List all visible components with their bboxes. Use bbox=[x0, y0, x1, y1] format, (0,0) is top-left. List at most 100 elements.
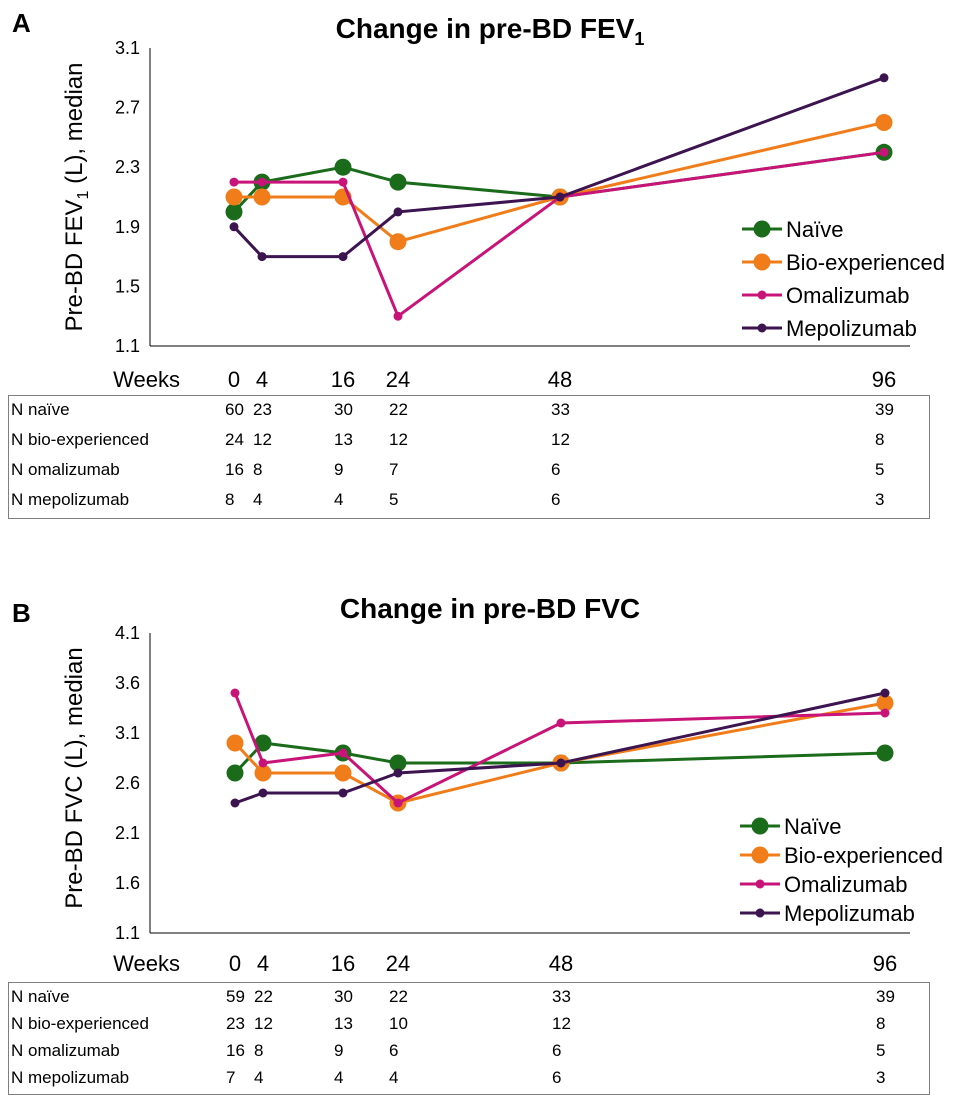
y-tick-label: 2.6 bbox=[115, 773, 140, 793]
n-table-cell: 10 bbox=[389, 1014, 408, 1033]
y-tick-label: 2.1 bbox=[115, 823, 140, 843]
legend-swatch-marker bbox=[751, 846, 769, 864]
data-point bbox=[229, 177, 239, 187]
n-table-cell: 8 bbox=[875, 430, 885, 449]
y-tick-label: 1.5 bbox=[115, 276, 140, 296]
legend-label: Naïve bbox=[784, 814, 841, 839]
data-point bbox=[258, 758, 268, 768]
y-tick-label: 2.3 bbox=[115, 157, 140, 177]
n-table-row-label: N mepolizumab bbox=[11, 490, 130, 509]
n-table-row-label: N mepolizumab bbox=[11, 1068, 130, 1087]
n-table-cell: 13 bbox=[334, 430, 353, 449]
n-table-cell: 22 bbox=[389, 987, 408, 1006]
y-tick-label: 3.1 bbox=[115, 38, 140, 58]
n-table-cell: 59 bbox=[226, 987, 245, 1006]
panel-b: B Change in pre-BD FVC Pre-BD FVC (L), me… bbox=[0, 590, 963, 1095]
n-table-cell: 12 bbox=[389, 430, 408, 449]
x-tick-label: 0 bbox=[229, 951, 241, 976]
data-point bbox=[225, 188, 243, 206]
n-table-cell: 13 bbox=[334, 1014, 353, 1033]
n-table-cell: 4 bbox=[253, 490, 263, 509]
chart-title-main: Change in pre-BD FVC bbox=[340, 593, 640, 624]
data-point bbox=[334, 158, 352, 176]
y-tick-label: 1.9 bbox=[115, 217, 140, 237]
series-line-4 bbox=[234, 691, 886, 805]
legend-swatch-marker bbox=[753, 220, 771, 238]
n-table-row-label: N omalizumab bbox=[11, 1041, 120, 1060]
panel-a: A Change in pre-BD FEV1 Pre-BD FEV1 (L), … bbox=[0, 0, 963, 530]
legend: Naïve Bio-experienced Omalizumab Mepolizuma… bbox=[740, 814, 943, 926]
data-point bbox=[389, 754, 407, 772]
y-axis-label-rest: (L), median bbox=[61, 63, 88, 191]
n-table-cell: 16 bbox=[225, 460, 244, 479]
legend-swatch-marker bbox=[751, 817, 769, 835]
data-point bbox=[253, 188, 271, 206]
data-point bbox=[338, 252, 348, 262]
x-tick-label: 96 bbox=[872, 367, 896, 392]
n-table-row: N naïve 60 23 30 22 33 39 bbox=[9, 396, 929, 430]
data-point bbox=[393, 207, 403, 217]
y-tick-label: 4.1 bbox=[115, 623, 140, 643]
fvc-chart: Change in pre-BD FVC Pre-BD FVC (L), medi… bbox=[61, 593, 943, 976]
data-point bbox=[257, 177, 267, 187]
n-table-cell: 7 bbox=[226, 1068, 236, 1087]
chart-title-subscript: 1 bbox=[634, 29, 644, 49]
data-point bbox=[555, 192, 565, 202]
n-table-cell: 8 bbox=[876, 1014, 886, 1033]
n-table-cell: 39 bbox=[876, 987, 895, 1006]
y-tick-label: 1.6 bbox=[115, 873, 140, 893]
data-point bbox=[257, 252, 267, 262]
y-tick-label: 1.1 bbox=[115, 923, 140, 943]
panel-letter: B bbox=[12, 598, 31, 628]
x-tick-label: 0 bbox=[228, 367, 240, 392]
data-point bbox=[879, 73, 889, 83]
n-table-cell: 12 bbox=[552, 1014, 571, 1033]
n-table-row-label: N bio-experienced bbox=[11, 430, 149, 449]
y-axis-label-main: Pre-BD FEV bbox=[61, 199, 88, 331]
y-axis-label: Pre-BD FEV1 (L), median bbox=[61, 63, 92, 332]
legend-label: Bio-experienced bbox=[784, 843, 943, 868]
data-point bbox=[880, 708, 890, 718]
y-tick-label: 3.6 bbox=[115, 673, 140, 693]
n-table-cell: 4 bbox=[254, 1068, 264, 1087]
legend-swatch-marker bbox=[753, 253, 771, 271]
chart-title: Change in pre-BD FEV1 bbox=[336, 13, 645, 49]
data-point bbox=[338, 177, 348, 187]
n-table-cell: 4 bbox=[334, 1068, 344, 1087]
n-table-cell: 33 bbox=[552, 987, 571, 1006]
x-tick-label: 48 bbox=[548, 367, 572, 392]
data-point bbox=[876, 694, 894, 712]
data-point bbox=[226, 764, 244, 782]
n-table-cell: 6 bbox=[552, 1041, 562, 1060]
x-tick-label: 48 bbox=[549, 951, 573, 976]
data-point bbox=[229, 222, 239, 232]
x-tick-label: 24 bbox=[386, 367, 410, 392]
data-point bbox=[230, 798, 240, 808]
n-table-cell: 8 bbox=[253, 460, 263, 479]
n-table-cell: 5 bbox=[875, 460, 885, 479]
y-tick-label: 1.1 bbox=[115, 336, 140, 356]
data-point bbox=[338, 748, 348, 758]
n-table-cell: 8 bbox=[225, 490, 235, 509]
n-table-cell: 22 bbox=[389, 400, 408, 419]
x-tick-label: 24 bbox=[386, 951, 410, 976]
n-table-cell: 39 bbox=[875, 400, 894, 419]
data-point bbox=[875, 114, 893, 131]
x-tick-label: 4 bbox=[256, 367, 268, 392]
x-tick-label: 96 bbox=[873, 951, 897, 976]
panel-letter: A bbox=[12, 8, 31, 38]
n-table-cell: 30 bbox=[334, 987, 353, 1006]
n-table-row: N bio-experienced 23 12 13 10 12 8 bbox=[9, 1010, 929, 1044]
n-table-row: N omalizumab 16 8 9 7 6 5 bbox=[9, 456, 929, 490]
n-table-cell: 23 bbox=[253, 400, 272, 419]
legend-swatch-marker bbox=[757, 323, 767, 333]
n-table-row: N mepolizumab 7 4 4 4 6 3 bbox=[9, 1064, 929, 1098]
data-point bbox=[225, 203, 243, 221]
legend-label: Omalizumab bbox=[786, 283, 909, 308]
data-point bbox=[389, 173, 407, 191]
legend: Naïve Bio-experienced Omalizumab Mepolizuma… bbox=[742, 217, 945, 341]
n-table-row: N naïve 59 22 30 22 33 39 bbox=[9, 983, 929, 1017]
legend-swatch-marker bbox=[757, 290, 767, 300]
n-table-cell: 9 bbox=[334, 1041, 344, 1060]
